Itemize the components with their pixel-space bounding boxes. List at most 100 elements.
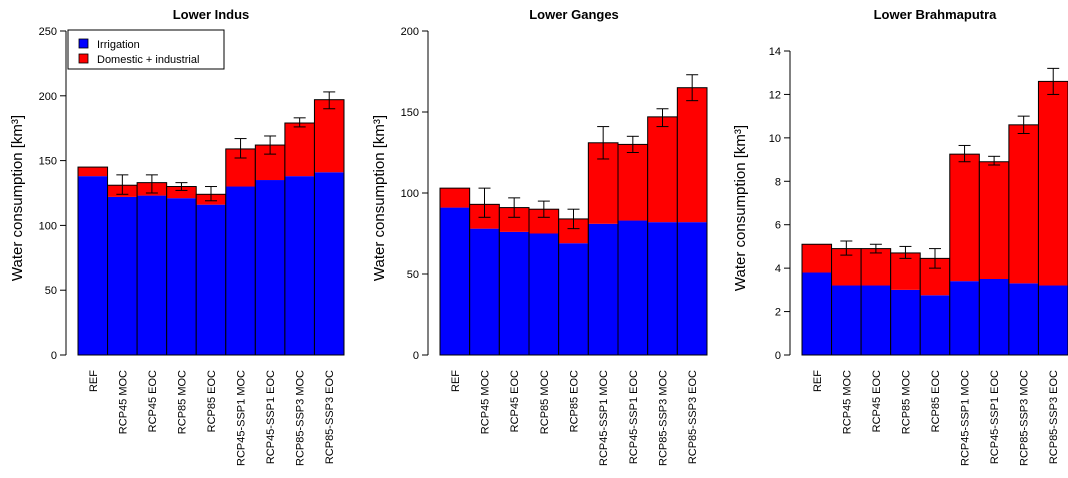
x-category-label: RCP85-SSP3 EOC — [687, 370, 699, 464]
legend-box — [67, 29, 225, 70]
x-category-label: REF — [450, 370, 462, 392]
y-tick-label: 0 — [413, 350, 419, 362]
bar-irrigation — [890, 289, 921, 355]
x-category-label: RCP85 EOC — [930, 370, 942, 432]
bar-domestic-industrial — [440, 188, 470, 208]
bar-domestic-industrial — [802, 244, 832, 273]
y-tick-label: 12 — [769, 89, 781, 101]
bar-irrigation — [196, 204, 226, 355]
y-tick-label: 100 — [39, 220, 57, 232]
y-tick-label: 10 — [769, 133, 781, 145]
y-tick-label: 2 — [775, 307, 781, 319]
x-category-label: RCP45 EOC — [871, 370, 883, 432]
x-category-label: RCP85-SSP3 MOC — [1019, 370, 1031, 466]
bar-domestic-industrial — [1008, 124, 1039, 284]
legend-label-domestic-industrial: Domestic + industrial — [97, 54, 199, 66]
y-tick-label: 200 — [39, 91, 57, 103]
y-tick-label: 100 — [401, 188, 419, 200]
bar-irrigation — [920, 295, 950, 355]
bar-domestic-industrial — [861, 248, 891, 286]
bar-irrigation — [647, 222, 678, 355]
bar-domestic-industrial — [979, 161, 1009, 279]
x-category-label: RCP45-SSP1 EOC — [265, 370, 277, 464]
x-category-label: RCP45-SSP1 MOC — [598, 370, 610, 466]
x-category-label: RCP45 MOC — [117, 370, 129, 434]
x-category-label: RCP85-SSP3 EOC — [324, 370, 336, 464]
x-category-label: RCP85 MOC — [539, 370, 551, 434]
bar-domestic-industrial — [677, 87, 707, 223]
x-category-label: REF — [812, 370, 824, 392]
x-category-label: RCP45 MOC — [480, 370, 492, 434]
y-tick-label: 8 — [775, 176, 781, 188]
x-category-label: RCP85 MOC — [176, 370, 188, 434]
x-category-label: RCP45-SSP1 MOC — [960, 370, 972, 466]
legend-label-irrigation: Irrigation — [97, 39, 140, 51]
y-tick-label: 0 — [775, 350, 781, 362]
x-category-label: RCP85 EOC — [206, 370, 218, 432]
x-category-label: RCP85-SSP3 MOC — [658, 370, 670, 466]
bar-irrigation — [558, 243, 589, 355]
bar-irrigation — [499, 231, 529, 355]
bar-irrigation — [831, 285, 862, 355]
bar-irrigation — [284, 176, 315, 355]
bar-irrigation — [107, 196, 138, 355]
x-category-label: RCP45-SSP1 MOC — [236, 370, 248, 466]
x-category-label: RCP85 EOC — [569, 370, 581, 432]
y-tick-label: 4 — [775, 263, 781, 275]
bar-domestic-industrial — [949, 154, 980, 282]
bar-irrigation — [314, 172, 344, 355]
bar-domestic-industrial — [284, 123, 315, 177]
bar-irrigation — [225, 186, 256, 355]
legend-swatch-domestic-industrial — [78, 53, 89, 64]
bar-domestic-industrial — [647, 116, 678, 223]
y-axis-label: Water consumption [km³] — [732, 125, 749, 291]
bar-domestic-industrial — [1038, 81, 1068, 286]
y-axis-label: Water consumption [km³] — [9, 115, 26, 281]
legend-swatch-irrigation — [78, 38, 89, 49]
x-category-label: RCP85-SSP3 MOC — [295, 370, 307, 466]
bar-irrigation — [861, 285, 891, 355]
bar-irrigation — [677, 222, 707, 355]
bar-irrigation — [440, 207, 470, 355]
y-tick-label: 200 — [401, 26, 419, 38]
chart-title: Lower Indus — [173, 7, 250, 22]
x-category-label: RCP45 EOC — [509, 370, 521, 432]
bar-irrigation — [255, 180, 285, 355]
x-category-label: RCP45-SSP1 EOC — [628, 370, 640, 464]
y-tick-label: 14 — [769, 46, 781, 58]
x-category-label: RCP45 EOC — [147, 370, 159, 432]
bar-irrigation — [469, 228, 500, 355]
chart-title: Lower Ganges — [529, 7, 619, 22]
bar-irrigation — [78, 176, 108, 355]
x-category-label: RCP45-SSP1 EOC — [989, 370, 1001, 464]
chart-panel-lower-ganges: Lower Ganges Water consumption [km³] 0 50 10… — [371, 7, 708, 466]
x-category-label: RCP85 MOC — [900, 370, 912, 434]
bar-irrigation — [979, 279, 1009, 355]
x-category-label: REF — [88, 370, 100, 392]
chart-title: Lower Brahmaputra — [874, 7, 998, 22]
bar-domestic-industrial — [890, 252, 921, 290]
bar-irrigation — [802, 272, 832, 355]
bar-irrigation — [1038, 285, 1068, 355]
y-tick-label: 6 — [775, 220, 781, 232]
bar-domestic-industrial — [618, 144, 648, 221]
legend: Irrigation Domestic + industrial — [67, 29, 225, 70]
y-tick-label: 250 — [39, 26, 57, 38]
y-tick-label: 150 — [39, 156, 57, 168]
y-tick-label: 50 — [45, 285, 57, 297]
y-tick-label: 0 — [51, 350, 57, 362]
chart-panel-lower-indus: Lower Indus Water consumption [km³] 0 50 100… — [9, 7, 345, 466]
y-axis-label: Water consumption [km³] — [371, 115, 388, 281]
bar-irrigation — [949, 281, 980, 355]
bar-irrigation — [588, 223, 618, 355]
bar-irrigation — [618, 220, 648, 355]
bar-irrigation — [137, 195, 167, 355]
chart-panel-lower-brahmaputra: Lower Brahmaputra Water consumption [km³]… — [732, 7, 1068, 466]
bar-irrigation — [1008, 283, 1039, 355]
bar-domestic-industrial — [314, 99, 344, 173]
y-tick-label: 150 — [401, 107, 419, 119]
y-tick-label: 50 — [407, 269, 419, 281]
bar-domestic-industrial — [166, 186, 197, 199]
bar-domestic-industrial — [78, 167, 108, 177]
